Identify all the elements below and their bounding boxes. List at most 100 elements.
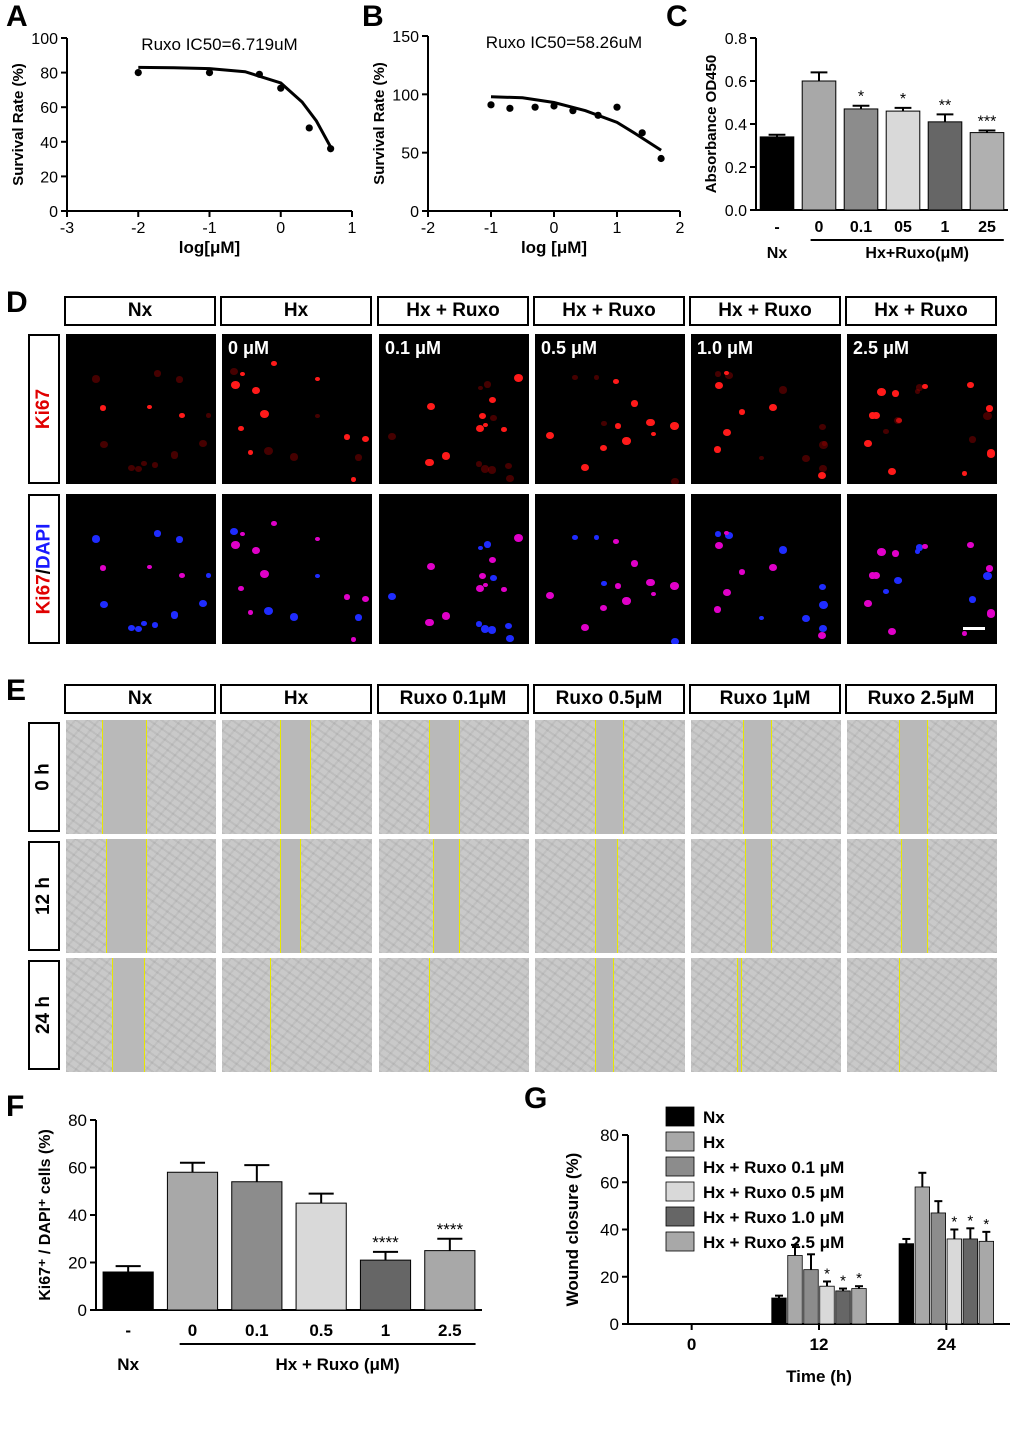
nucleus [868,412,877,420]
chart-c-significance: * [858,89,864,106]
nucleus [914,549,920,554]
nucleus [489,556,497,564]
nucleus [100,565,107,571]
chart-g-bar [898,1243,914,1325]
nucleus [872,412,881,420]
nucleus [99,600,109,609]
time-row-label-text: 0 h [32,763,54,791]
nucleus [888,628,897,636]
nucleus [361,435,369,443]
nucleus [580,623,589,632]
chart-c-bar [843,108,879,211]
nucleus [723,428,732,436]
chart-b-data-point [487,101,495,109]
panel-label-f: F [6,1090,25,1123]
chart-a-y-label: Survival Rate (%) [10,63,27,186]
wound-edge-line [745,839,746,953]
chart-a-x-tick-label: 1 [348,220,357,237]
wound-gap [280,720,310,834]
panel-e-header: Ruxo 0.5μM [533,684,685,714]
nucleus [802,615,810,623]
nucleus [290,613,299,621]
chart-g-bar [787,1255,803,1325]
wound-image [535,720,685,834]
nucleus [723,370,729,376]
nucleus [178,572,185,578]
nucleus [198,599,207,608]
panel-d-header: Hx [220,296,372,326]
nucleus [146,564,152,570]
nucleus [769,564,777,572]
nucleus [961,631,968,637]
wound-image [379,839,529,953]
wound-gap [745,839,771,953]
nucleus [230,367,239,376]
chart-f-category-label: 0 [188,1321,197,1340]
wound-edge-line [623,720,624,834]
chart-c-bar [759,136,795,211]
nucleus [314,573,320,579]
panel-label-d: D [6,286,28,319]
wound-edge-line [429,720,430,834]
wound-edge-line [595,958,596,1072]
nucleus [237,585,245,592]
nucleus [769,404,777,412]
chart-b-x-tick-label: 0 [550,220,559,237]
dose-label: 1.0 μM [697,338,754,358]
chart-g-y-tick-label: 60 [600,1173,619,1192]
nucleus [91,535,100,543]
chart-a-x-tick-label: -1 [202,220,216,237]
nucleus [883,429,889,435]
chart-g-legend-swatch [665,1181,695,1202]
chart-a-y-tick-label: 0 [49,204,58,221]
nucleus [715,542,724,550]
nucleus [864,439,872,447]
nucleus [477,385,483,391]
chart-f-bar [231,1181,283,1311]
chart-f-bar [424,1250,476,1311]
chart-g-legend-swatch [665,1131,695,1152]
chart-f-bar [166,1171,219,1311]
chart-g-category-label: 24 [937,1335,956,1354]
nucleus [441,452,450,460]
wound-edge-line [112,958,113,1072]
wound-edge-line [771,720,772,834]
nucleus [599,604,607,612]
wound-image [66,839,216,953]
wound-edge-line [737,958,738,1072]
time-row-label: 0 h [28,722,60,832]
chart-a-data-point [134,69,142,77]
nucleus [599,444,607,452]
chart-a-x-tick-label: -3 [60,220,74,237]
nucleus [146,404,152,410]
wound-edge-line [429,958,430,1072]
panel-d-header: Hx + Ruxo [377,296,529,326]
wound-edge-line [310,720,311,834]
chart-c-category-label: - [774,219,779,236]
nucleus [489,396,497,404]
ki67-dapi-image [535,494,685,644]
nucleus [141,620,147,626]
chart-a-annotation: Ruxo IC50=6.719uM [141,35,297,54]
nucleus [134,465,143,473]
chart-g-legend-label: Hx + Ruxo 2.5 μM [703,1233,844,1252]
nucleus [354,454,362,461]
nucleus [506,635,514,643]
chart-g-bar [851,1288,867,1325]
chart-b-y-tick-label: 50 [401,146,419,163]
chart-g-category-label: 12 [810,1335,829,1354]
ki67-dapi-image [379,494,529,644]
ki67-image: 0.5 μM [535,334,685,484]
nucleus [817,631,827,640]
nucleus [237,425,245,432]
wound-edge-line [595,839,596,953]
nucleus [922,543,929,549]
chart-c-y-label: Absorbance OD450 [703,55,720,193]
chart-g-category-label: 0 [687,1335,696,1354]
chart-a-y-tick-label: 60 [40,100,58,117]
nucleus [251,547,260,555]
nucleus [822,600,828,606]
ki67-dapi-image [691,494,841,644]
nucleus [264,446,273,455]
